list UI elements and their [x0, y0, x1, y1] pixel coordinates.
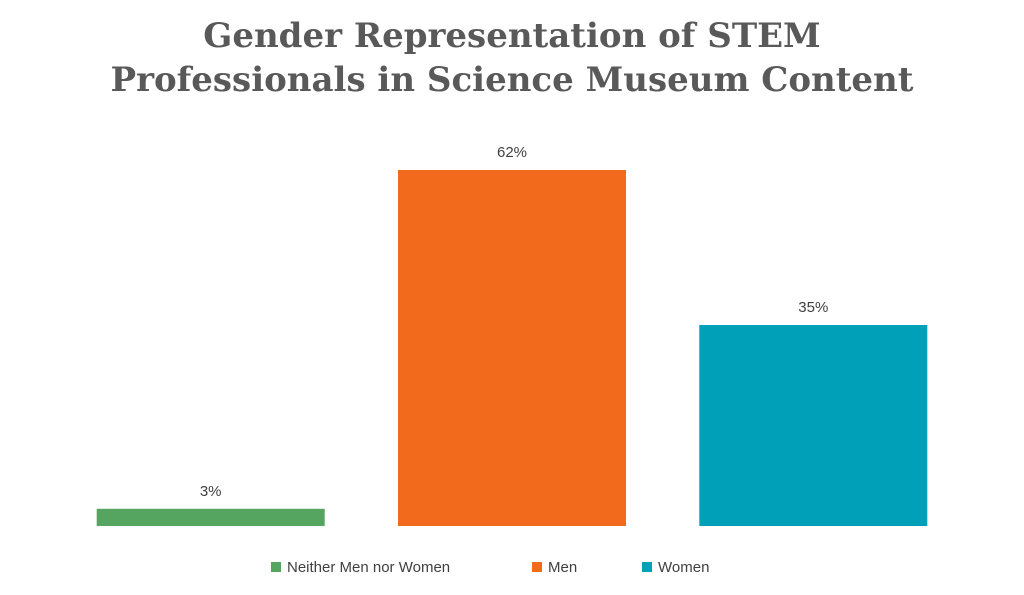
legend-label-women: Women: [658, 558, 710, 576]
legend: Neither Men nor Women Men Women: [0, 556, 1024, 578]
legend-item-men: Men: [532, 556, 577, 578]
legend-swatch-men: [532, 562, 542, 572]
bar-neither: [96, 508, 325, 526]
data-label-neither: 3%: [200, 483, 222, 500]
legend-item-women: Women: [642, 556, 709, 578]
legend-label-neither: Neither Men nor Women: [287, 558, 451, 576]
legend-item-neither: Neither Men nor Women: [271, 556, 450, 578]
bar-men: [398, 170, 626, 526]
data-label-women: 35%: [798, 299, 828, 316]
chart-title: Gender Representation of STEM Profession…: [0, 14, 1024, 102]
data-label-men: 62%: [497, 144, 527, 161]
legend-swatch-neither: [271, 562, 281, 572]
bar-women: [699, 325, 928, 526]
legend-swatch-women: [642, 562, 652, 572]
chart-title-line-2: Professionals in Science Museum Content: [110, 60, 914, 100]
chart-title-line-1: Gender Representation of STEM: [203, 16, 821, 56]
legend-label-men: Men: [548, 558, 578, 576]
